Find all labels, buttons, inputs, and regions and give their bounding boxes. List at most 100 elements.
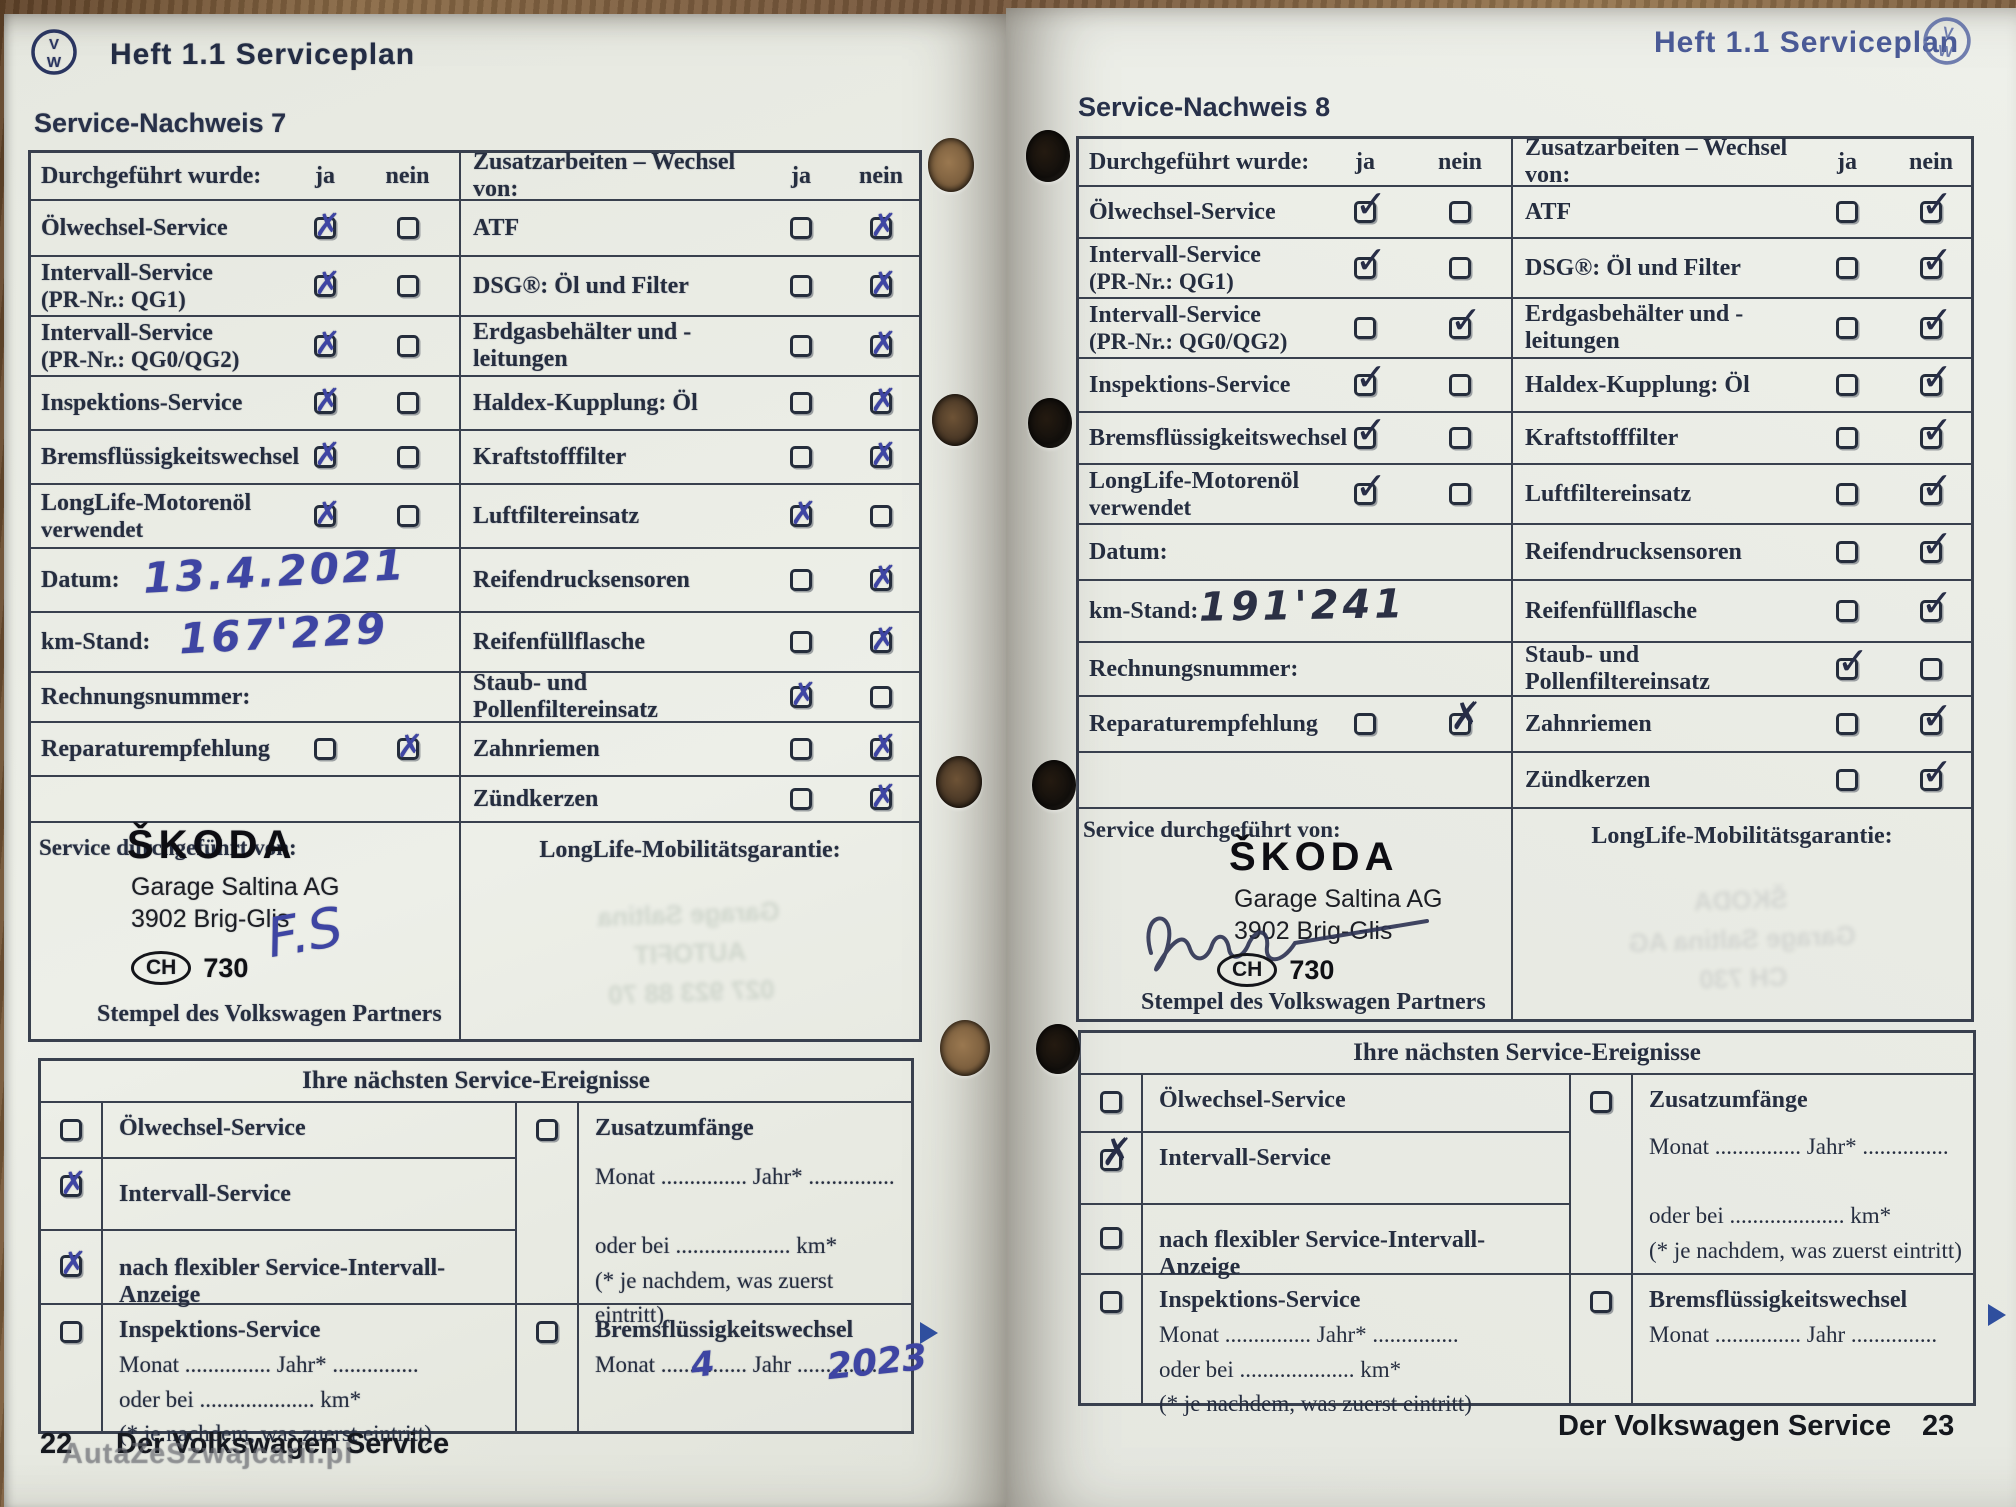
checkbox-nein: ✗ (870, 384, 897, 416)
service-sublabel: (PR-Nr.: QG1) (1089, 268, 1234, 294)
stamp-line: 3902 Brig-Glis (131, 905, 290, 933)
checkbox-ja (1836, 483, 1858, 505)
column-header-ja: ja (791, 162, 811, 189)
booklet-title: Heft 1.1 Serviceplan (1654, 26, 1960, 59)
column-header-nein: nein (1437, 148, 1482, 175)
checkbox-nein: ✓ (1920, 525, 1953, 563)
check-mark: ✗ (1450, 694, 1482, 738)
extra-label: Zündkerzen (1525, 766, 1651, 793)
check-mark: ✗ (870, 435, 897, 473)
checkbox-nein: ✗ (870, 267, 897, 299)
table-row: Reparaturempfehlung ✗ Zahnriemen ✓ (1079, 695, 1971, 751)
check-mark: ✗ (790, 675, 817, 713)
checkbox-nein (870, 505, 892, 527)
checkbox-ja: ✓ (1354, 467, 1387, 505)
checkbox-nein (396, 335, 419, 357)
service-sublabel: verwendet (41, 516, 144, 542)
checkbox-ja (1836, 769, 1858, 791)
binder-hole (1028, 398, 1072, 448)
checkbox-ja (1836, 257, 1858, 279)
handwritten-km: 191'241 (1198, 581, 1407, 631)
checkbox-ja (1836, 317, 1858, 339)
check-mark: ✓ (1355, 238, 1387, 282)
service-record-table: Durchgeführt wurde: ja nein Zusatzarbeit… (28, 149, 922, 1042)
extra-label: Zahnriemen (473, 735, 600, 762)
checkbox-nein (396, 275, 419, 297)
booklet-title: Heft 1.1 Serviceplan (110, 38, 416, 71)
service-label: Intervall-Service (41, 319, 213, 346)
table-row: km-Stand: 191'241 Reifenfüllflasche ✓ (1079, 579, 1971, 641)
checkbox-nein: ✓ (1920, 697, 1953, 735)
checkbox-nein: ✓ (1449, 301, 1482, 339)
footer-brand: Der Volkswagen Service (1558, 1410, 1892, 1442)
checkbox-ja (1836, 713, 1858, 735)
table-row: Zusatzumfänge Monat ............... Jahr… (1571, 1075, 1973, 1273)
checkbox (1100, 1227, 1122, 1249)
stamp-line: Garage Saltina AG (131, 873, 340, 901)
table-row: Intervall-Service (PR-Nr.: QG0/QG2) ✓ Erd… (1079, 297, 1971, 357)
checkbox-ja: ✗ (314, 267, 341, 299)
checkbox-ja (1836, 427, 1858, 449)
checkbox-nein: ✓ (1920, 241, 1953, 279)
next-service-label: nach flexibler Service-Intervall-Anzeige (1159, 1227, 1486, 1280)
extra-label: DSG®: Öl und Filter (473, 272, 689, 299)
check-mark: ✗ (790, 494, 817, 532)
extra-label: Erdgasbehälter und -leitungen (473, 319, 692, 372)
table-row: Bremsflüssigkeitswechsel ✗ Kraftstofffil… (31, 429, 919, 483)
table-row: LongLife-Motorenöl verwendet ✗ Luftfilter… (31, 483, 919, 547)
check-mark: ✗ (1101, 1130, 1133, 1174)
extra-label: Reifendrucksensoren (473, 566, 690, 593)
partner-code: 730 (203, 952, 249, 983)
check-mark: ✗ (60, 1164, 87, 1202)
check-mark: ✓ (1450, 298, 1482, 342)
checkbox-nein: ✓ (1920, 301, 1953, 339)
stamp-row: Service durchgeführt von: ŠKODA Garage S… (31, 821, 919, 1039)
check-mark: ✗ (870, 206, 897, 244)
checkbox-ja (790, 569, 812, 591)
checkbox-ja (790, 275, 812, 297)
extra-label: ATF (473, 214, 520, 241)
checkbox-ja (790, 788, 812, 810)
service-label: Bremsflüssigkeitswechsel (1089, 424, 1348, 451)
field-label-datum: Datum: (41, 566, 120, 593)
svg-text:W: W (1937, 43, 1954, 62)
stamp-line: Garage Saltina AG (1234, 885, 1443, 913)
checkbox-ja: ✗ (314, 384, 341, 416)
column-header: Durchgeführt wurde: (1089, 148, 1310, 175)
table-header-row: Durchgeführt wurde: ja nein Zusatzarbeit… (31, 149, 919, 202)
next-service-label: Inspektions-Service Monat ..............… (103, 1305, 515, 1446)
check-mark: ✓ (1921, 182, 1953, 226)
ch-badge-row: CH 730 (1217, 953, 1334, 987)
checkbox-ja (314, 738, 336, 760)
checkbox (1590, 1291, 1612, 1313)
field-label-repair: Reparaturempfehlung (1089, 710, 1318, 737)
service-label: Intervall-Service (1089, 241, 1261, 268)
checkbox-nein (396, 392, 419, 414)
checkbox-ja: ✓ (1354, 241, 1387, 279)
extra-label: Erdgasbehälter und -leitungen (1525, 301, 1744, 354)
checkbox-nein (1449, 427, 1471, 449)
left-page: V W Heft 1.1 Serviceplan Service-Nachwei… (4, 14, 1006, 1507)
check-mark: ✓ (1355, 355, 1387, 399)
extra-label: Reifenfüllflasche (473, 628, 645, 655)
check-mark: ✗ (314, 435, 341, 473)
check-mark: ✓ (1921, 522, 1953, 566)
table-row: Intervall-Service (PR-Nr.: QG0/QG2) ✗ Erd… (31, 315, 919, 375)
table-row: Inspektions-Service ✗ Haldex-Kupplung: Ö… (31, 375, 919, 429)
next-service-label: Zusatzumfänge Monat ............... Jahr… (579, 1103, 911, 1327)
checkbox-nein: ✗ (870, 438, 897, 470)
checkbox-ja: ✗ (314, 209, 341, 241)
check-mark: ✗ (870, 381, 897, 419)
service-label: Ölwechsel-Service (1089, 198, 1276, 225)
table-row: Rechnungsnummer: Staub- und Pollenfilter… (31, 670, 919, 723)
checkbox-nein: ✓ (1920, 358, 1953, 396)
table-row: Bremsflüssigkeitswechsel Monat .........… (517, 1303, 929, 1431)
checkbox-ja: ✗ (314, 438, 341, 470)
extra-label: ATF (1525, 198, 1572, 225)
table-row: ✗ nach flexibler Service-Intervall-Anzei… (41, 1229, 515, 1308)
ch-badge: CH (131, 951, 192, 985)
checkbox-nein (396, 446, 419, 468)
checkbox-nein (1449, 374, 1471, 396)
checkbox: ✗ (1100, 1133, 1133, 1171)
check-mark: ✓ (1921, 750, 1953, 794)
